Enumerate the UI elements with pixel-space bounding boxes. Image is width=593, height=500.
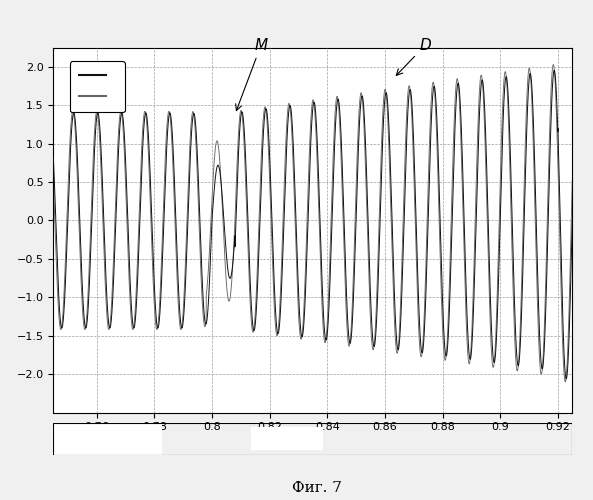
Text: Фиг. 7: Фиг. 7 — [292, 482, 342, 496]
Text: D: D — [396, 38, 431, 76]
Bar — [250, 428, 323, 450]
Text: М: М — [235, 38, 267, 111]
Bar — [53, 422, 162, 455]
Legend: , : , — [70, 61, 125, 112]
